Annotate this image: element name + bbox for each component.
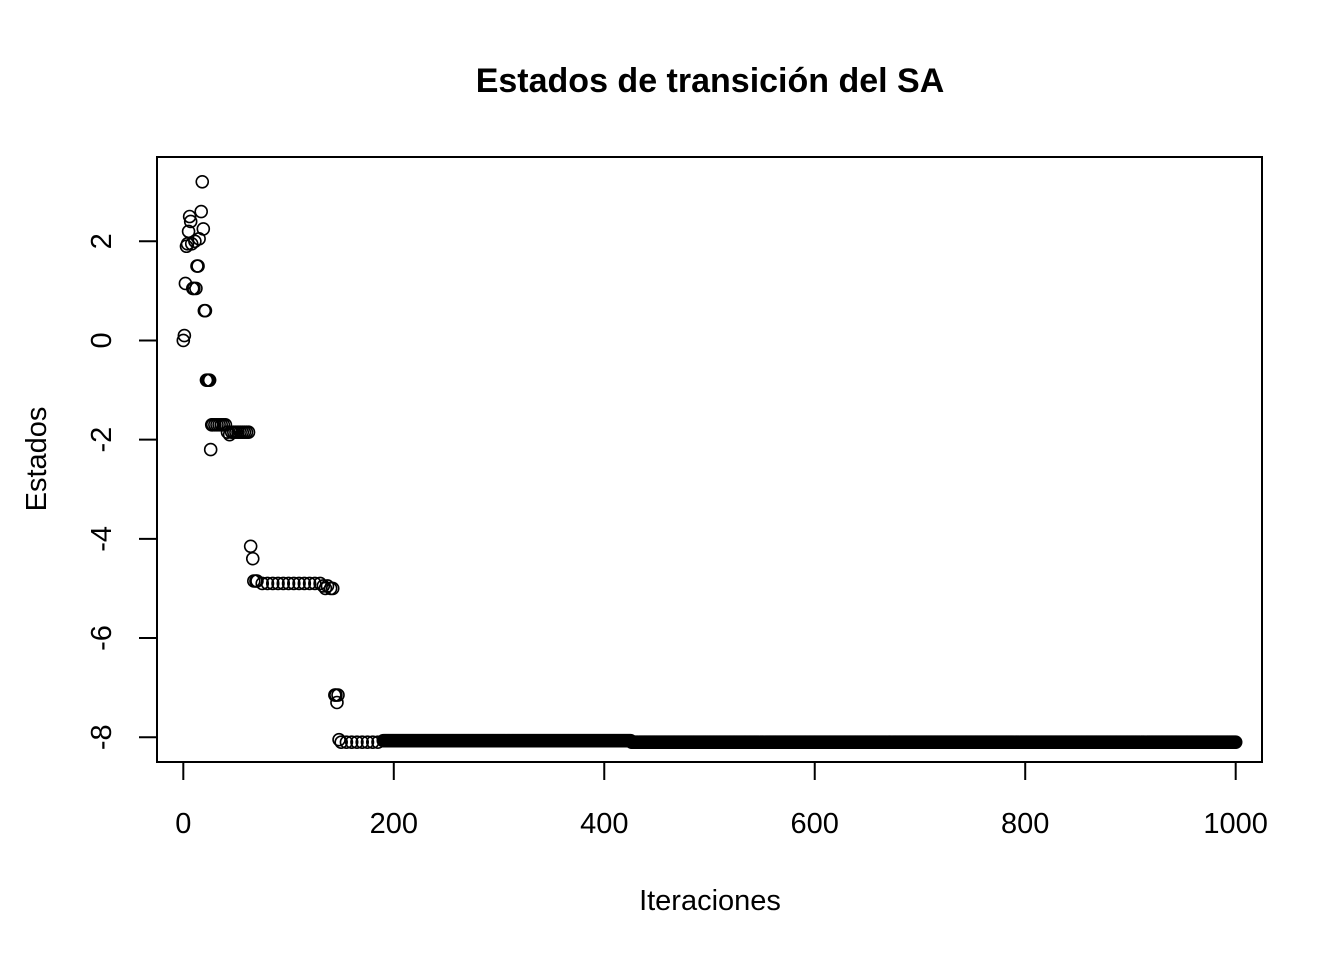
x-axis-label: Iteraciones — [639, 885, 781, 917]
data-points — [176, 174, 1243, 749]
data-point — [177, 328, 192, 343]
data-point — [344, 735, 359, 749]
data-point — [318, 581, 333, 596]
data-point — [202, 373, 217, 387]
data-point — [332, 732, 346, 747]
data-point — [176, 333, 191, 348]
plot-frame — [156, 156, 1263, 763]
data-point — [196, 222, 211, 236]
y-tick-label: -4 — [86, 526, 118, 552]
data-point — [181, 224, 196, 239]
data-point — [195, 174, 210, 189]
data-point — [189, 281, 203, 296]
data-point — [271, 576, 285, 591]
data-point — [292, 576, 306, 591]
x-tick-label: 200 — [370, 808, 418, 840]
data-point — [241, 425, 256, 440]
data-point — [297, 576, 312, 591]
data-point — [265, 576, 280, 591]
data-point — [243, 539, 258, 554]
data-point — [203, 442, 218, 457]
x-tick-label: 800 — [1001, 808, 1049, 840]
data-point — [360, 735, 375, 749]
y-tick-label: 2 — [86, 233, 118, 249]
data-point — [245, 551, 260, 566]
data-point — [182, 209, 197, 224]
data-point — [316, 579, 331, 593]
y-tick-label: -8 — [86, 724, 118, 750]
data-point — [198, 303, 213, 318]
data-point — [184, 236, 199, 251]
data-point — [325, 581, 340, 596]
data-point — [302, 576, 317, 591]
x-tick-label: 1000 — [1203, 808, 1268, 840]
data-point — [1228, 735, 1243, 749]
data-point — [334, 735, 348, 749]
data-point — [281, 576, 296, 591]
x-tick-label: 600 — [791, 808, 839, 840]
y-tick-label: 0 — [86, 332, 118, 348]
y-axis-label: Estados — [21, 407, 53, 512]
data-point — [260, 576, 275, 591]
data-point — [350, 735, 364, 749]
data-point — [194, 204, 208, 219]
data-point — [255, 576, 270, 591]
x-tick-label: 0 — [175, 808, 191, 840]
y-tick-label: -6 — [86, 625, 118, 651]
y-axis: -8 -6 -4 -2 0 2 — [86, 233, 158, 750]
x-tick-label: 400 — [580, 808, 628, 840]
data-point — [355, 735, 370, 749]
data-point — [339, 735, 354, 749]
x-axis: 0 200 400 600 800 1000 — [175, 761, 1268, 840]
data-point — [330, 695, 344, 710]
data-point — [331, 688, 345, 702]
data-point — [276, 576, 291, 591]
data-point — [287, 576, 301, 591]
data-point — [183, 214, 198, 229]
data-point — [191, 259, 205, 273]
y-tick-label: -2 — [86, 427, 118, 453]
chart-title: Estados de transición del SA — [476, 62, 945, 100]
